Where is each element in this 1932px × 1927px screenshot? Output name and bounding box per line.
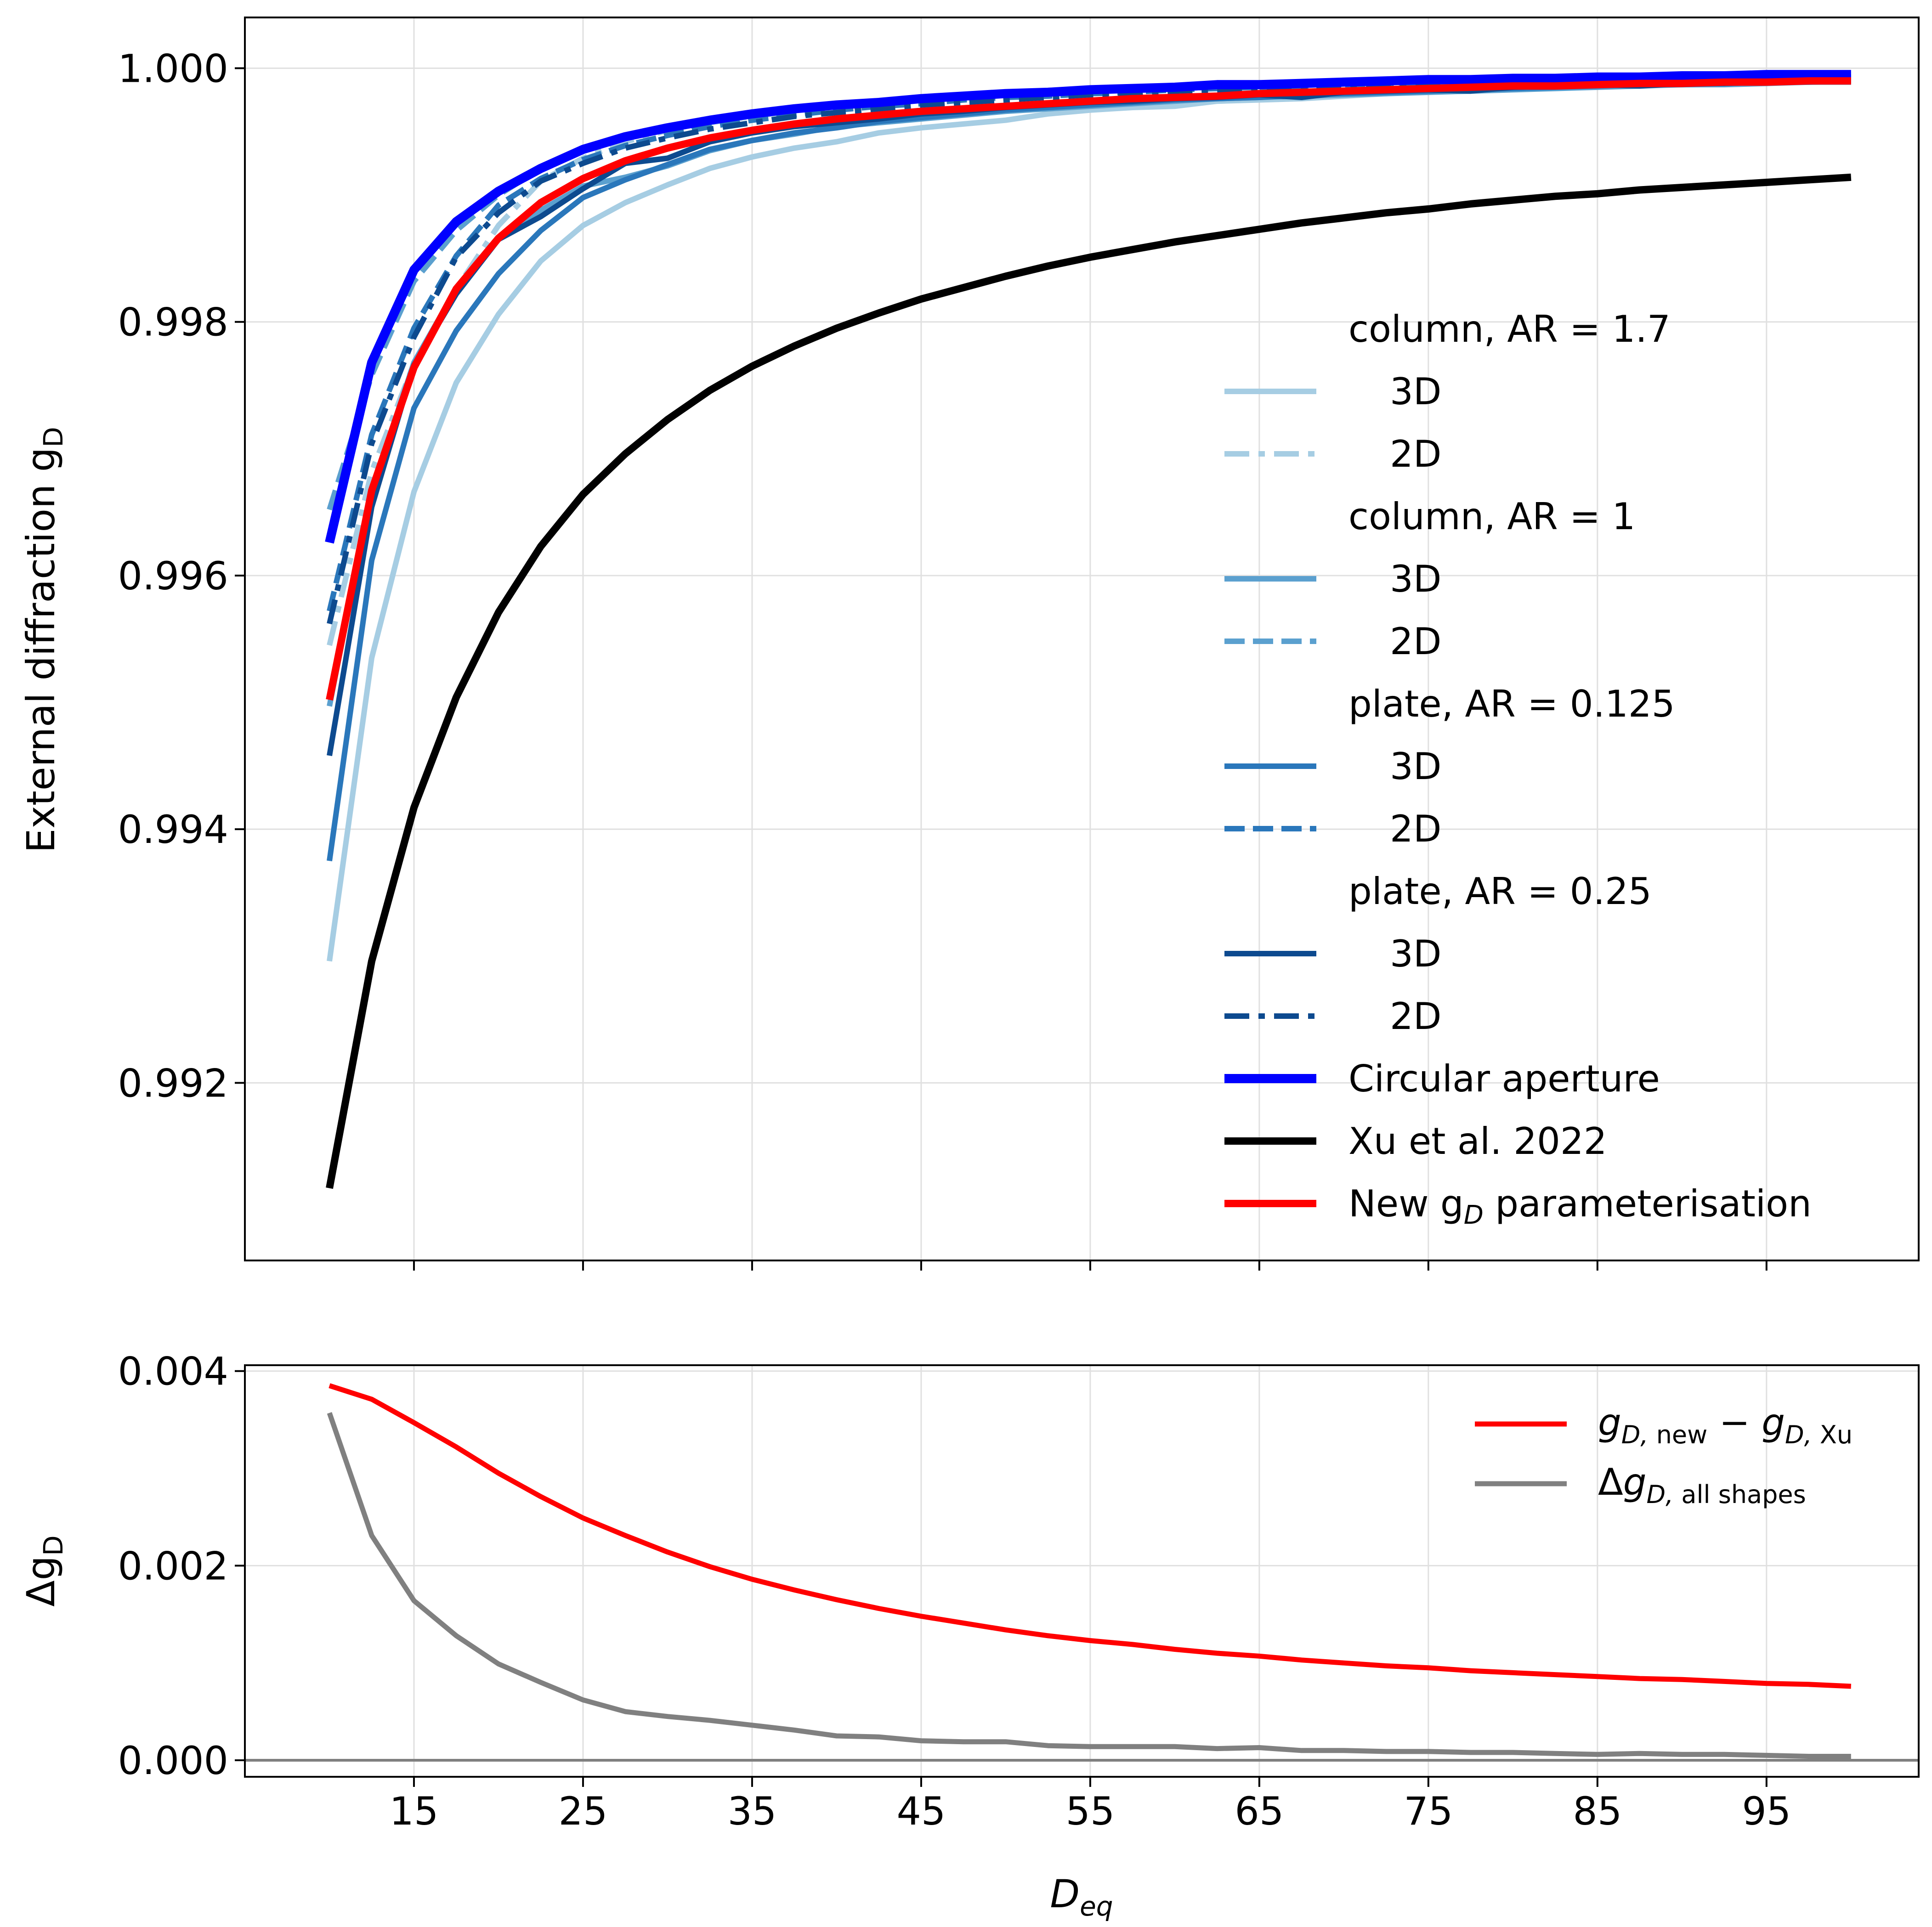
legend-entry-label: gD, new − gD, Xu (1598, 1401, 1853, 1449)
top-panel: 0.992 0.994 0.996 0.998 1.000 External diffr… (18, 17, 1920, 1271)
legend-entry-label: 2D (1390, 995, 1442, 1038)
legend-entry-label: New gD parameterisation (1348, 1182, 1812, 1230)
x-tick-label: 25 (559, 1789, 608, 1834)
series-line-1 (327, 1412, 1851, 1759)
top-ticks: 0.992 0.994 0.996 0.998 1.000 (118, 46, 1768, 1271)
y-tick-label: 0.996 (118, 554, 228, 599)
legend-entry-label: 3D (1390, 932, 1442, 975)
top-ylabel: External diffraction gD (18, 427, 69, 853)
top-grid (245, 17, 1919, 1260)
xlabel: Deq (1050, 1871, 1113, 1922)
x-tick-label: 75 (1404, 1789, 1453, 1834)
legend-entry-label: 3D (1390, 370, 1442, 413)
bottom-ticks: 15 25 35 45 55 65 75 85 95 0.000 0.002 0.004 (118, 1349, 1791, 1834)
y-tick-label: 0.000 (118, 1738, 228, 1783)
top-axes-frame (244, 17, 1920, 1261)
y-tick-label: 0.002 (118, 1543, 228, 1588)
legend-entry-label: 3D (1390, 558, 1442, 600)
bottom-ylabel: ΔgD (18, 1535, 69, 1606)
series-line-10 (326, 77, 1851, 701)
top-legend: column, AR = 1.7 3D 2D column, AR = 1 3D 2D pl… (1224, 308, 1812, 1230)
legend-entry-label: Circular aperture (1348, 1057, 1660, 1100)
y-tick-label: 1.000 (118, 46, 228, 91)
y-tick-label: 0.998 (118, 300, 228, 345)
series-line-9 (326, 173, 1852, 1189)
legend-entry-label: 3D (1390, 745, 1442, 788)
series-line-7 (327, 74, 1851, 625)
xlabel-sub: eq (1080, 1891, 1113, 1922)
legend-entry-label: 2D (1390, 433, 1442, 475)
top-ylabel-main: External diffraction g (18, 447, 63, 853)
bottom-ylabel-main: Δg (18, 1556, 63, 1607)
x-tick-label: 45 (896, 1789, 946, 1834)
legend-group-title: plate, AR = 0.125 (1348, 683, 1675, 725)
legend-group-title: plate, AR = 0.25 (1348, 870, 1652, 913)
top-ylabel-sub: D (38, 427, 69, 447)
legend-entry-label: Xu et al. 2022 (1348, 1120, 1607, 1163)
bottom-series (327, 1383, 1852, 1759)
bottom-legend: gD, new − gD, Xu ΔgD, all shapes (1475, 1401, 1853, 1509)
legend-entry-label: 2D (1390, 808, 1442, 850)
xlabel-main: D (1050, 1871, 1080, 1916)
x-tick-label: 95 (1742, 1789, 1791, 1834)
legend-group-title: column, AR = 1.7 (1348, 308, 1671, 350)
y-tick-label: 0.992 (118, 1061, 228, 1106)
x-tick-label: 85 (1573, 1789, 1622, 1834)
top-series (325, 70, 1852, 1189)
bottom-ylabel-sub: D (38, 1535, 69, 1556)
y-tick-label: 0.004 (118, 1349, 228, 1394)
series-line-0 (329, 1383, 1852, 1689)
legend-group-title: column, AR = 1 (1348, 495, 1635, 538)
legend-entry-label: 2D (1390, 620, 1442, 663)
x-tick-label: 55 (1065, 1789, 1115, 1834)
x-tick-label: 35 (727, 1789, 776, 1834)
y-tick-label: 0.994 (118, 807, 228, 852)
legend-entry-label: ΔgD, all shapes (1598, 1461, 1806, 1509)
series-line-8 (325, 70, 1851, 544)
bottom-axes-frame (244, 1364, 1920, 1778)
x-tick-label: 15 (390, 1789, 439, 1834)
x-tick-label: 65 (1235, 1789, 1284, 1834)
